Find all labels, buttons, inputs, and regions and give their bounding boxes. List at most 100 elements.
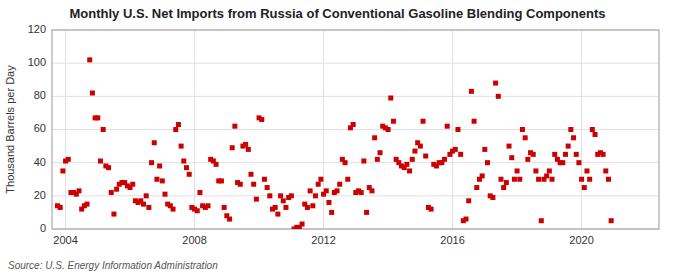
point	[251, 182, 256, 187]
point	[493, 81, 498, 86]
point	[423, 154, 428, 159]
point	[227, 217, 232, 222]
x-tick-label: 2020	[569, 234, 593, 246]
plot-frame	[52, 30, 659, 229]
points	[55, 57, 614, 229]
point	[412, 149, 417, 154]
point	[455, 127, 460, 132]
point	[369, 188, 374, 193]
point	[584, 168, 589, 173]
point	[187, 172, 192, 177]
point	[525, 157, 530, 162]
point	[232, 124, 237, 129]
point	[485, 160, 490, 165]
grid-line	[52, 129, 659, 130]
point	[571, 135, 576, 140]
point	[593, 132, 598, 137]
point	[66, 157, 71, 162]
point	[407, 168, 412, 173]
point	[95, 115, 100, 120]
point	[262, 177, 267, 182]
point	[219, 178, 224, 183]
point	[101, 127, 106, 132]
point	[345, 177, 350, 182]
point	[517, 177, 522, 182]
chart: 02040608010012020042008201220162020Thous…	[0, 0, 675, 275]
point	[512, 177, 517, 182]
grid-line	[65, 30, 66, 229]
point	[490, 195, 495, 200]
y-tick-label: 60	[34, 122, 46, 134]
axes: 02040608010012020042008201220162020	[28, 23, 594, 246]
point	[587, 177, 592, 182]
point	[550, 177, 555, 182]
point	[466, 198, 471, 203]
point	[171, 207, 176, 212]
point	[547, 168, 552, 173]
point	[278, 193, 283, 198]
point	[149, 160, 154, 165]
point	[111, 212, 116, 217]
point	[590, 127, 595, 132]
point	[421, 119, 426, 124]
point	[566, 144, 571, 149]
point	[606, 177, 611, 182]
point	[160, 178, 165, 183]
point	[579, 177, 584, 182]
point	[329, 210, 334, 215]
point	[504, 180, 509, 185]
point	[195, 208, 200, 213]
point	[453, 147, 458, 152]
point	[283, 205, 288, 210]
point	[76, 188, 81, 193]
point	[289, 193, 294, 198]
point	[410, 157, 415, 162]
point	[275, 212, 280, 217]
point	[146, 205, 151, 210]
point	[176, 122, 181, 127]
point	[230, 145, 235, 150]
y-tick-label: 40	[34, 156, 46, 168]
point	[539, 218, 544, 223]
point	[305, 205, 310, 210]
point	[480, 173, 485, 178]
point	[173, 127, 178, 132]
point	[536, 177, 541, 182]
point	[531, 152, 536, 157]
point	[576, 160, 581, 165]
point	[197, 190, 202, 195]
point	[601, 152, 606, 157]
point	[391, 119, 396, 124]
point	[109, 190, 114, 195]
point	[563, 152, 568, 157]
point	[310, 203, 315, 208]
point	[364, 210, 369, 215]
x-tick-label: 2008	[182, 234, 206, 246]
y-tick-label: 0	[40, 222, 46, 234]
grid-line	[52, 96, 659, 97]
point	[98, 159, 103, 164]
point	[361, 159, 366, 164]
grid-line	[452, 30, 453, 229]
y-tick-label: 20	[34, 189, 46, 201]
grid-line	[194, 30, 195, 229]
point	[273, 205, 278, 210]
point	[498, 177, 503, 182]
source-note: Source: U.S. Energy Information Administ…	[8, 260, 218, 271]
point	[267, 193, 272, 198]
point	[85, 202, 90, 207]
point	[568, 127, 573, 132]
point	[574, 152, 579, 157]
point	[318, 177, 323, 182]
x-tick-label: 2012	[311, 234, 335, 246]
grid-line	[323, 30, 324, 229]
y-tick-label: 120	[28, 23, 46, 35]
point	[157, 163, 162, 168]
point	[464, 217, 469, 222]
y-axis-label: Thousand Barrels per Day	[4, 65, 16, 194]
point	[184, 165, 189, 170]
point	[378, 150, 383, 155]
point	[337, 182, 342, 187]
point	[609, 218, 614, 223]
point	[404, 162, 409, 167]
